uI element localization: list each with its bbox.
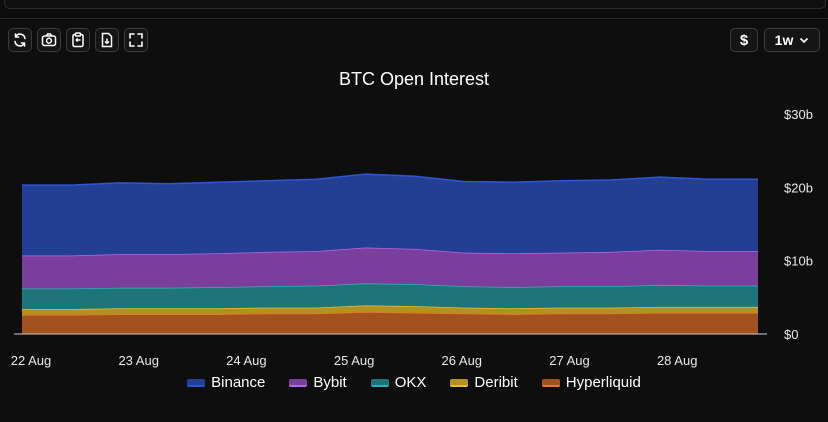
x-tick-label: 22 Aug <box>11 353 52 368</box>
refresh-icon <box>14 33 26 47</box>
series-area-binance[interactable] <box>22 174 758 256</box>
screenshot-button[interactable] <box>37 28 61 52</box>
legend-label: Bybit <box>313 374 347 391</box>
x-tick-label: 26 Aug <box>442 353 483 368</box>
chart-title: BTC Open Interest <box>339 69 489 89</box>
y-tick-label: $20b <box>784 180 813 195</box>
chart-toolbar <box>8 28 148 52</box>
legend-item-binance[interactable]: Binance <box>187 374 265 391</box>
y-tick-label: $30b <box>784 107 813 122</box>
time-range-select[interactable]: 1w <box>764 28 820 52</box>
fullscreen-button[interactable] <box>124 28 148 52</box>
series-area-hyperliquid[interactable] <box>22 312 758 334</box>
legend-swatch <box>370 378 389 387</box>
x-tick-label: 28 Aug <box>657 353 698 368</box>
x-tick-label: 24 Aug <box>226 353 267 368</box>
series-areas <box>22 173 758 334</box>
refresh-button[interactable] <box>8 28 32 52</box>
legend-item-hyperliquid[interactable]: Hyperliquid <box>541 374 641 391</box>
series-line-binance <box>22 173 758 186</box>
legend-item-okx[interactable]: OKX <box>370 374 427 391</box>
fullscreen-icon <box>129 33 143 47</box>
x-tick-label: 27 Aug <box>549 353 590 368</box>
legend-label: OKX <box>394 374 427 391</box>
camera-icon <box>41 33 57 47</box>
clipboard-icon <box>72 32 84 48</box>
download-file-icon <box>101 32 113 48</box>
legend-item-bybit[interactable]: Bybit <box>289 374 347 391</box>
legend-swatch <box>450 378 469 387</box>
y-tick-label: $0 <box>784 327 798 342</box>
copy-button[interactable] <box>66 28 90 52</box>
currency-toggle-button[interactable]: $ <box>730 28 758 52</box>
x-tick-label: 23 Aug <box>118 353 159 368</box>
legend-swatch <box>289 378 308 387</box>
y-axis-ticks: $0 $10b $20b $30b <box>784 107 813 342</box>
y-tick-label: $10b <box>784 254 813 269</box>
chart-options: $ 1w <box>730 28 820 52</box>
legend-label: Binance <box>211 374 266 391</box>
currency-label: $ <box>739 31 749 49</box>
chevron-down-icon <box>800 37 809 44</box>
series-area-bybit[interactable] <box>22 247 758 289</box>
upper-panel-edge <box>4 0 826 9</box>
x-tick-label: 25 Aug <box>334 353 375 368</box>
download-button[interactable] <box>95 28 119 52</box>
time-range-value: 1w <box>774 32 794 48</box>
x-axis-ticks: 22 Aug 23 Aug 24 Aug 25 Aug 26 Aug 27 Aug 28 A… <box>11 353 698 368</box>
legend-label: Hyperliquid <box>565 374 641 391</box>
chart-legend: Binance Bybit OKX Deribit Hyperliquid <box>0 374 828 391</box>
legend-item-deribit[interactable]: Deribit <box>450 374 518 391</box>
legend-swatch <box>541 378 560 387</box>
legend-swatch <box>187 378 206 387</box>
series-area-okx[interactable] <box>22 283 758 310</box>
legend-label: Deribit <box>474 374 518 391</box>
